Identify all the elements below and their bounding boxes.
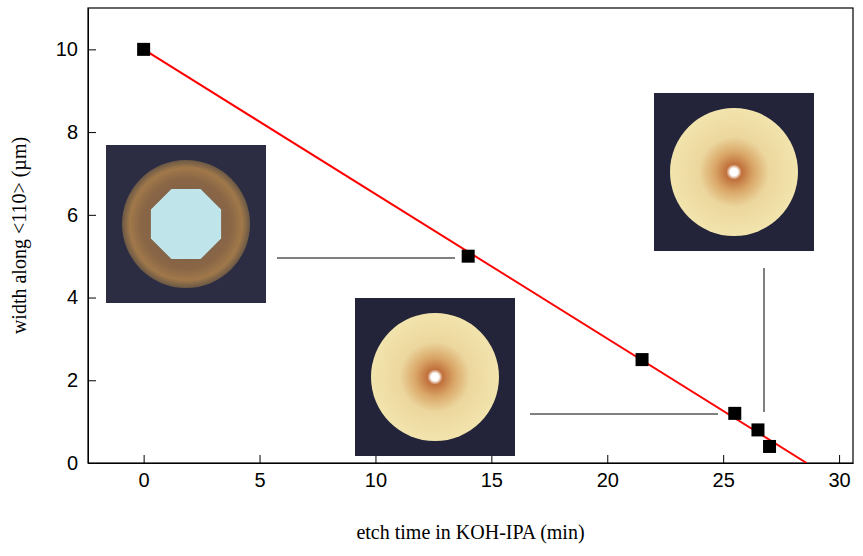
y-tick-mark bbox=[88, 298, 96, 299]
y-tick-mark bbox=[88, 215, 96, 216]
micrograph-tip bbox=[371, 313, 499, 441]
x-tick: 15 bbox=[481, 455, 503, 491]
data-point bbox=[462, 250, 475, 263]
leader-line bbox=[764, 268, 765, 412]
y-tick: 6 bbox=[67, 204, 96, 226]
data-point bbox=[751, 423, 764, 436]
y-tick-mark bbox=[88, 49, 96, 50]
y-tick-label: 6 bbox=[67, 204, 78, 226]
data-point bbox=[137, 43, 150, 56]
y-tick-label: 2 bbox=[67, 369, 78, 391]
micrograph-ground bbox=[355, 298, 515, 456]
x-tick-label: 15 bbox=[481, 469, 503, 491]
y-tick-label: 8 bbox=[67, 121, 78, 143]
x-axis-title: etch time in KOH-IPA (min) bbox=[356, 521, 584, 544]
x-tick-mark bbox=[260, 455, 261, 463]
chart: 0 5 10 15 20 25 30 0 2 4 6 8 10 etch time in KOH-IPA … bbox=[0, 0, 863, 556]
marks bbox=[137, 43, 806, 463]
data-point bbox=[636, 353, 649, 366]
y-tick-label: 0 bbox=[67, 452, 78, 474]
x-tick: 0 bbox=[139, 455, 150, 491]
y-axis-line bbox=[88, 9, 89, 464]
micrograph-ground bbox=[106, 145, 266, 303]
x-tick-label: 10 bbox=[365, 469, 387, 491]
x-tick-label: 25 bbox=[713, 469, 735, 491]
fit-line bbox=[144, 49, 807, 463]
micrograph-ground bbox=[654, 93, 814, 251]
x-tick-mark bbox=[144, 455, 145, 463]
x-axis-line bbox=[89, 463, 854, 464]
x-tick-mark bbox=[375, 455, 376, 463]
x-tick-mark bbox=[607, 455, 608, 463]
micrograph-ring bbox=[122, 160, 250, 288]
plot-frame bbox=[88, 8, 853, 463]
x-tick: 20 bbox=[597, 455, 619, 491]
micrograph bbox=[355, 298, 515, 456]
micrograph bbox=[654, 93, 814, 251]
x-tick-label: 5 bbox=[254, 469, 265, 491]
y-tick: 8 bbox=[67, 121, 96, 143]
y-axis: 0 2 4 6 8 10 bbox=[56, 9, 96, 474]
y-tick-mark bbox=[88, 132, 96, 133]
y-tick-mark bbox=[88, 380, 96, 381]
data-point bbox=[728, 407, 741, 420]
x-tick-label: 0 bbox=[139, 469, 150, 491]
y-tick-label: 4 bbox=[67, 286, 78, 308]
x-tick: 25 bbox=[713, 455, 735, 491]
x-tick-mark bbox=[839, 455, 840, 463]
plot: 0 5 10 15 20 25 30 0 2 4 6 8 10 etch time in KOH-IPA … bbox=[8, 8, 854, 544]
leader-line bbox=[530, 414, 718, 415]
x-axis: 0 5 10 15 20 25 30 bbox=[89, 455, 854, 491]
x-tick: 5 bbox=[254, 455, 265, 491]
micrograph-tip bbox=[670, 108, 798, 236]
x-tick: 30 bbox=[828, 455, 850, 491]
micrograph-top bbox=[151, 189, 221, 259]
y-tick: 10 bbox=[56, 38, 96, 60]
y-tick: 4 bbox=[67, 286, 96, 308]
y-tick-mark bbox=[88, 463, 96, 464]
y-tick: 0 bbox=[67, 452, 96, 474]
y-axis-title: width along <110> (µm) bbox=[8, 137, 31, 334]
x-tick: 10 bbox=[365, 455, 387, 491]
y-tick: 2 bbox=[67, 369, 96, 391]
y-tick-label: 10 bbox=[56, 38, 78, 60]
micrograph bbox=[106, 145, 266, 303]
data-point bbox=[763, 440, 776, 453]
x-tick-label: 30 bbox=[828, 469, 850, 491]
x-tick-mark bbox=[491, 455, 492, 463]
x-tick-mark bbox=[723, 455, 724, 463]
x-tick-label: 20 bbox=[597, 469, 619, 491]
leader-line bbox=[277, 258, 455, 259]
